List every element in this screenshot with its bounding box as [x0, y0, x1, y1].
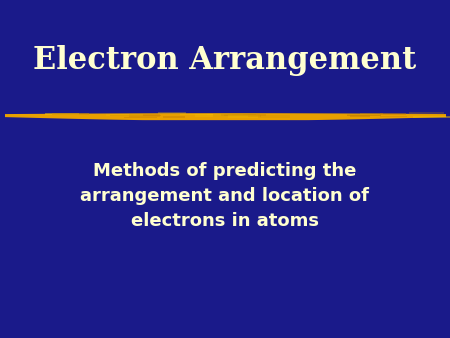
Bar: [221, 114, 256, 116]
Bar: [380, 116, 407, 117]
Bar: [212, 114, 256, 115]
Text: Electron Arrangement: Electron Arrangement: [33, 45, 417, 76]
Bar: [124, 117, 157, 118]
Bar: [45, 113, 79, 115]
Bar: [413, 116, 450, 118]
Bar: [350, 115, 370, 117]
Bar: [207, 114, 243, 115]
Bar: [52, 113, 89, 115]
Text: Methods of predicting the
arrangement and location of
electrons in atoms: Methods of predicting the arrangement an…: [81, 162, 369, 230]
Bar: [360, 113, 383, 115]
Bar: [195, 114, 248, 117]
Bar: [163, 116, 184, 118]
Bar: [129, 114, 160, 117]
Bar: [258, 115, 290, 118]
Bar: [180, 114, 232, 115]
Bar: [347, 115, 381, 116]
Bar: [380, 113, 405, 115]
Bar: [110, 115, 161, 116]
Bar: [228, 115, 261, 118]
Bar: [213, 115, 261, 117]
Bar: [106, 114, 143, 116]
Bar: [225, 114, 266, 116]
Bar: [409, 113, 444, 115]
Bar: [158, 112, 186, 115]
Bar: [347, 114, 381, 116]
